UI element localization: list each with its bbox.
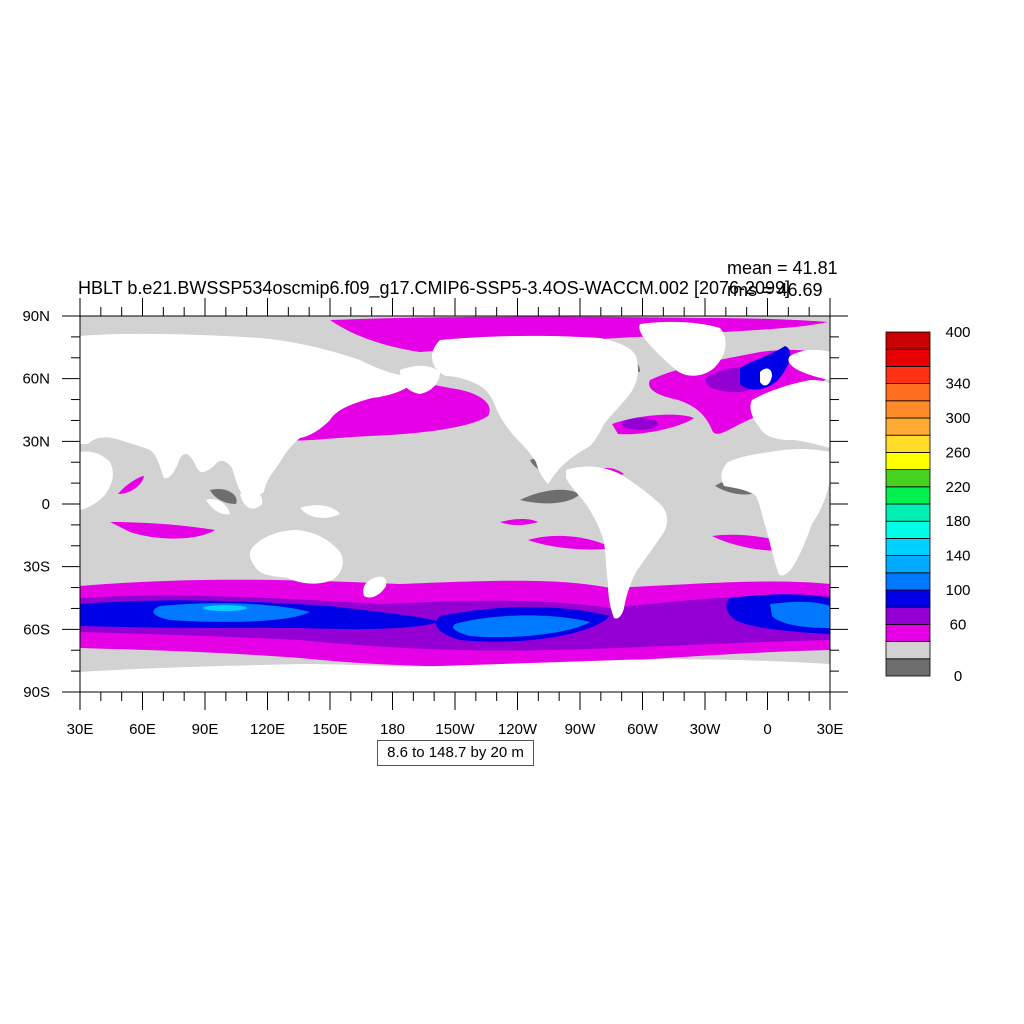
north-atlantic-blue <box>740 346 791 390</box>
colorbar-label: 140 <box>945 548 970 565</box>
new-zealand <box>363 576 387 598</box>
colorbar-swatch <box>885 503 931 522</box>
europe-west <box>750 380 830 448</box>
south-pacific-magenta <box>528 535 612 550</box>
colorbar-label: 180 <box>945 513 970 530</box>
colorbar-swatch <box>885 555 931 574</box>
colorbar-swatch <box>885 658 931 677</box>
lon-tick-label: 60W <box>627 721 659 738</box>
colorbar: 0 60 100 140 180 220 260 300 340 400 <box>885 324 971 685</box>
lat-tick-label: 30S <box>23 559 50 576</box>
greenland <box>639 321 726 376</box>
africa <box>721 449 830 576</box>
colorbar-swatch <box>885 383 931 402</box>
sumatra <box>206 498 230 515</box>
colorbar-swatch <box>885 624 931 643</box>
lon-tick-label: 0 <box>763 721 771 738</box>
north-america <box>432 335 638 484</box>
colorbar-swatch <box>885 641 931 660</box>
colorbar-swatch <box>885 451 931 470</box>
southern-ocean-lightblue <box>153 603 310 622</box>
colorbar-swatch <box>885 486 931 505</box>
colorbar-swatch <box>885 434 931 453</box>
lon-tick-label: 180 <box>380 721 405 738</box>
colorbar-label: 0 <box>954 668 962 685</box>
arabian-sea-magenta <box>118 476 144 494</box>
peru-coast-dark <box>520 489 580 504</box>
africa-east <box>80 451 113 510</box>
lat-tick-label: 0 <box>42 496 50 513</box>
colorbar-label: 340 <box>945 376 970 393</box>
mean-stat: mean = 41.81 <box>727 258 838 278</box>
australia <box>249 530 343 584</box>
rms-stat: rms = 46.69 <box>727 280 823 300</box>
colorbar-swatch <box>885 348 931 367</box>
colorbar-swatch <box>885 365 931 384</box>
colorbar-swatch <box>885 400 931 419</box>
lat-tick-label: 60S <box>23 621 50 638</box>
contour-info-box: 8.6 to 148.7 by 20 m <box>377 740 534 766</box>
colorbar-swatch <box>885 417 931 436</box>
colorbar-label: 300 <box>945 410 970 427</box>
borneo <box>240 491 263 509</box>
lon-tick-label: 120W <box>498 721 538 738</box>
longitude-axis: 30E 60E 90E 120E 150E 180 150W 120W 90W 60W 30W 0 30… <box>67 298 844 738</box>
lon-tick-label: 30W <box>690 721 722 738</box>
lat-tick-label: 90N <box>22 308 50 325</box>
colorbar-swatch <box>885 331 931 350</box>
scandinavia <box>788 349 830 380</box>
lon-tick-label: 90E <box>192 721 219 738</box>
colorbar-swatch <box>885 606 931 625</box>
colorbar-label: 100 <box>945 582 970 599</box>
land-masses <box>80 321 830 692</box>
lon-tick-label: 30E <box>67 721 94 738</box>
colorbar-swatch <box>885 572 931 591</box>
lon-tick-label: 150E <box>312 721 347 738</box>
eurasia <box>80 333 420 499</box>
lat-tick-label: 30N <box>22 433 50 450</box>
antarctica <box>80 659 830 692</box>
southern-ocean-lightblue-pacific <box>453 615 590 638</box>
alaska <box>400 365 440 394</box>
latitude-axis: 90N 60N 30N 0 30S 60S 90S <box>22 308 848 701</box>
colorbar-label: 400 <box>945 324 970 341</box>
lon-tick-label: 30E <box>817 721 844 738</box>
lat-tick-label: 60N <box>22 371 50 388</box>
colorbar-swatch <box>885 520 931 539</box>
colorbar-label: 260 <box>945 444 970 461</box>
south-america <box>566 466 668 619</box>
new-guinea <box>300 505 340 518</box>
colorbar-swatch <box>885 589 931 608</box>
lon-tick-label: 150W <box>435 721 475 738</box>
lon-tick-label: 90W <box>565 721 597 738</box>
colorbar-label: 60 <box>950 616 967 633</box>
lon-tick-label: 120E <box>250 721 285 738</box>
lon-tick-label: 60E <box>129 721 156 738</box>
indonesia-dark <box>210 488 237 504</box>
map-field <box>80 316 830 692</box>
southern-ocean-cyan <box>203 605 247 611</box>
colorbar-swatch <box>885 469 931 488</box>
indian-ocean-magenta <box>110 522 215 539</box>
southern-ocean-lightblue-atlantic <box>770 601 830 628</box>
lat-tick-label: 90S <box>23 684 50 701</box>
plot-title: HBLT b.e21.BWSSP534oscmip6.f09_g17.CMIP6… <box>78 278 790 299</box>
uk <box>760 368 772 386</box>
tropical-pacific-magenta <box>500 519 538 525</box>
mid-atlantic-purple <box>622 418 658 430</box>
colorbar-swatch <box>885 538 931 557</box>
colorbar-label: 220 <box>945 479 970 496</box>
